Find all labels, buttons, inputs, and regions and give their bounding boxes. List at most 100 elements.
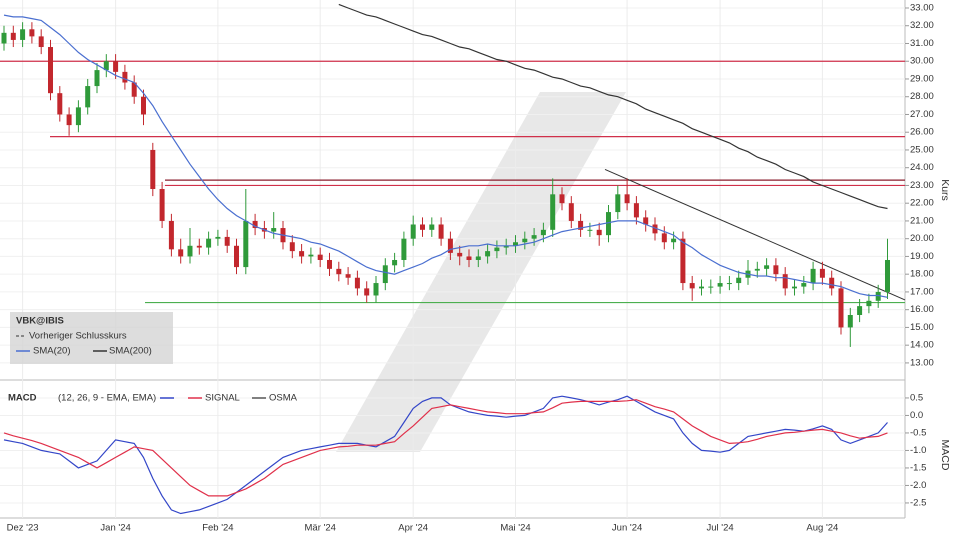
- candle-body: [643, 217, 649, 225]
- candle-body: [364, 288, 370, 296]
- x-tick-label: Jun '24: [612, 523, 642, 534]
- candle-body: [447, 238, 453, 253]
- candle-body: [317, 254, 323, 260]
- candle-body: [531, 235, 537, 239]
- candle-body: [10, 32, 16, 40]
- candle-body: [141, 96, 146, 115]
- candle-body: [29, 29, 35, 37]
- candle-body: [699, 286, 704, 289]
- y-tick-label: 31.00: [910, 38, 934, 49]
- candle-body: [633, 203, 639, 218]
- y-tick-label: 17.00: [910, 286, 934, 297]
- y-tick-label: -2.5: [910, 497, 926, 508]
- candle-body: [38, 36, 44, 48]
- x-tick-label: Jan '24: [100, 523, 130, 534]
- candle-body: [196, 245, 202, 248]
- y-tick-label: 28.00: [910, 91, 934, 102]
- candle-body: [113, 61, 119, 72]
- legend-box: [10, 312, 173, 364]
- candle-body: [345, 274, 351, 278]
- series-line: [3, 399, 888, 497]
- candle-body: [866, 300, 872, 307]
- candle-body: [838, 288, 844, 328]
- candle-body: [150, 149, 156, 189]
- candle-body: [131, 82, 137, 97]
- candle-body: [559, 194, 565, 204]
- y-tick-label: 0.0: [910, 410, 923, 421]
- legend-label: SIGNAL: [205, 393, 240, 404]
- candle-body: [624, 194, 630, 204]
- candle-body: [252, 220, 258, 229]
- legend-label: Vorheriger Schlusskurs: [29, 331, 127, 342]
- y-tick-label: 30.00: [910, 56, 934, 67]
- y-tick-label: 0.5: [910, 392, 923, 403]
- candle-body: [801, 283, 807, 287]
- y-tick-label: 24.00: [910, 162, 934, 173]
- y-tick-label: 27.00: [910, 109, 934, 120]
- x-tick-label: Aug '24: [806, 523, 838, 534]
- legend-label: MACD: [8, 393, 37, 404]
- legend-parameters: (12, 26, 9 - EMA, EMA): [58, 393, 156, 404]
- candle-body: [754, 268, 760, 271]
- candle-body: [494, 247, 500, 252]
- series-line: [338, 3, 888, 210]
- candle-body: [475, 256, 481, 260]
- y-tick-label: -1.0: [910, 445, 926, 456]
- candle-body: [875, 291, 881, 301]
- candle-body: [373, 283, 379, 296]
- candle-body: [354, 277, 360, 289]
- y-tick-label: 14.00: [910, 340, 934, 351]
- candle-body: [792, 286, 797, 289]
- y-tick-label: -1.5: [910, 462, 926, 473]
- candle-body: [20, 29, 26, 40]
- candle-body: [299, 251, 305, 257]
- candle-body: [736, 277, 742, 284]
- candle-body: [438, 224, 444, 239]
- candle-body: [85, 86, 91, 108]
- candle-body: [243, 220, 249, 268]
- legend: VBK@IBIS Vorheriger Schlusskurs SMA(20) …: [10, 312, 173, 364]
- candle-body: [652, 224, 658, 234]
- series-line: [3, 14, 888, 298]
- watermark: [336, 92, 626, 452]
- candle-body: [457, 252, 463, 257]
- candle-body: [48, 47, 53, 94]
- candle-body: [308, 254, 314, 257]
- candle-body: [75, 107, 81, 126]
- candle-body: [103, 61, 109, 71]
- candle-body: [215, 236, 221, 239]
- candle-body: [271, 228, 277, 232]
- candle-body: [410, 224, 416, 239]
- candle-body: [726, 283, 732, 285]
- candle-body: [829, 277, 835, 289]
- y-tick-label: 20.00: [910, 233, 934, 244]
- candle-body: [857, 306, 863, 315]
- y-axis-title: MACD: [939, 440, 951, 471]
- candle-body: [289, 242, 295, 252]
- candle-body: [485, 251, 491, 257]
- y-tick-label: 16.00: [910, 304, 934, 315]
- candle-body: [540, 229, 546, 236]
- candle-body: [661, 233, 667, 243]
- candle-body: [382, 265, 388, 284]
- candle-body: [615, 194, 621, 213]
- x-tick-label: Mär '24: [305, 523, 336, 534]
- x-tick-label: Apr '24: [398, 523, 428, 534]
- macd-legend: MACD (12, 26, 9 - EMA, EMA) SIGNAL OSMA: [8, 393, 298, 404]
- candle-body: [168, 220, 174, 250]
- candle-body: [689, 283, 695, 289]
- legend-label: OSMA: [269, 393, 298, 404]
- y-axis-title: Kurs: [939, 179, 951, 201]
- candle-body: [606, 212, 611, 236]
- legend-label: SMA(200): [109, 346, 152, 357]
- candle-body: [401, 238, 407, 260]
- y-tick-label: 22.00: [910, 198, 934, 209]
- y-tick-label: 18.00: [910, 269, 934, 280]
- candle-body: [708, 286, 714, 288]
- candle-body: [336, 268, 342, 275]
- candle-body: [568, 203, 574, 221]
- x-tick-label: Feb '24: [202, 523, 233, 534]
- legend-title: VBK@IBIS: [16, 316, 64, 327]
- candle-body: [392, 259, 398, 266]
- candle-body: [587, 229, 593, 231]
